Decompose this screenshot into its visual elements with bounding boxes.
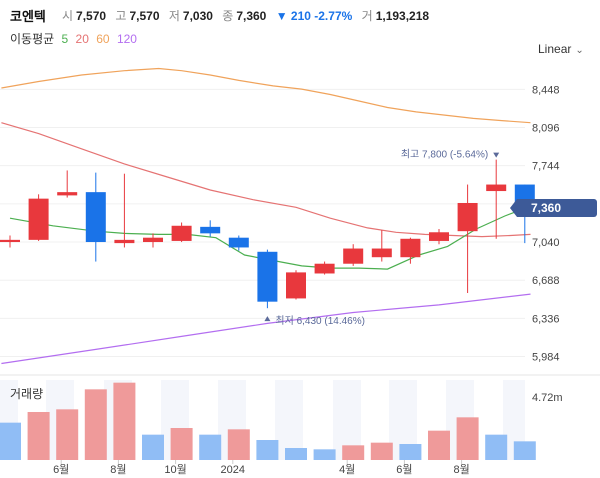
volume-bars: 4.72m bbox=[0, 382, 563, 460]
high-label: 고 bbox=[115, 9, 127, 23]
x-tick-label: 2024 bbox=[221, 464, 245, 476]
candle-body bbox=[114, 239, 135, 244]
ma60-legend[interactable]: 60 bbox=[96, 32, 110, 46]
ma120-line bbox=[1, 293, 531, 365]
stripe-band bbox=[503, 380, 525, 460]
volume-bar bbox=[399, 444, 422, 460]
volume-bar bbox=[56, 409, 79, 460]
change-value: ▼ 210 bbox=[275, 9, 311, 23]
y-tick-label: 7,744 bbox=[532, 161, 560, 173]
x-tick-label: 8월 bbox=[453, 463, 469, 476]
high-annotation: 최고 7,800 (-5.64%) bbox=[401, 149, 488, 161]
y-tick-label: 6,336 bbox=[532, 313, 560, 325]
candle-body bbox=[314, 263, 335, 274]
volume-axis-label: 4.72m bbox=[532, 392, 563, 404]
ma20-legend[interactable]: 20 bbox=[75, 32, 89, 46]
scale-toggle-button[interactable]: Linear ⌄ bbox=[538, 42, 584, 56]
candle-body bbox=[429, 232, 449, 241]
volume-value: 1,193,218 bbox=[375, 9, 430, 23]
candle-body bbox=[486, 184, 507, 192]
annotations: 최고 7,800 (-5.64%) 최저 6,430 (14.46%) bbox=[264, 149, 500, 327]
volume-bar bbox=[170, 428, 193, 460]
x-tick-label: 6월 bbox=[53, 463, 69, 476]
volume-bar bbox=[513, 441, 536, 460]
candle-body bbox=[457, 202, 478, 232]
low-label: 저 bbox=[168, 9, 180, 23]
candle-body bbox=[85, 192, 106, 243]
high-marker-icon bbox=[493, 152, 500, 158]
chevron-down-icon: ⌄ bbox=[575, 45, 584, 56]
x-tick-label: 4월 bbox=[339, 463, 355, 476]
volume-bar bbox=[199, 434, 222, 460]
y-tick-label: 8,448 bbox=[532, 84, 560, 96]
stripe-band bbox=[275, 380, 303, 460]
volume-bar bbox=[27, 412, 50, 460]
y-tick-label: 7,040 bbox=[532, 237, 560, 249]
volume-bar bbox=[456, 417, 479, 460]
x-tick-label: 6월 bbox=[396, 463, 412, 476]
y-tick-label: 5,984 bbox=[532, 352, 560, 364]
current-price-badge: 7,360 bbox=[510, 199, 597, 217]
volume-label: 거 bbox=[361, 9, 373, 23]
high-value: 7,570 bbox=[129, 9, 160, 23]
change-percent: -2.77% bbox=[314, 9, 353, 23]
y-tick-label: 6,688 bbox=[532, 275, 560, 287]
volume-bar bbox=[342, 445, 365, 460]
candle-body bbox=[200, 226, 221, 234]
time-axis: 6월 8월 10월 2024 4월 6월 8월 bbox=[53, 460, 470, 476]
volume-bar bbox=[428, 430, 450, 460]
volume-bar bbox=[227, 429, 250, 460]
candle-body bbox=[286, 272, 306, 299]
volume-bar bbox=[142, 434, 164, 460]
candle-body bbox=[0, 239, 20, 243]
ma5-line bbox=[9, 205, 531, 270]
ma60-line bbox=[1, 67, 531, 124]
low-annotation: 최저 6,430 (14.46%) bbox=[275, 315, 365, 327]
candle-body bbox=[143, 237, 163, 243]
volume-bar bbox=[84, 389, 107, 460]
volume-bar bbox=[113, 382, 136, 460]
candlesticks bbox=[0, 159, 535, 309]
candle-body bbox=[371, 248, 392, 258]
volume-bar bbox=[370, 442, 393, 460]
close-value: 7,360 bbox=[236, 9, 267, 23]
volume-bar bbox=[0, 422, 21, 460]
open-label: 시 bbox=[62, 9, 74, 23]
low-value: 7,030 bbox=[182, 9, 213, 23]
volume-bar bbox=[485, 434, 508, 460]
volume-bar bbox=[313, 449, 336, 460]
candle-body bbox=[57, 192, 78, 196]
ohlc-summary: 시 7,570 고 7,570 저 7,030 종 7,360 ▼ 210 -2.77%… bbox=[62, 7, 435, 24]
volume-bar bbox=[285, 448, 307, 460]
y-tick-label: 8,096 bbox=[532, 123, 560, 135]
ma-legend: 이동평균 5 20 60 120 bbox=[10, 30, 137, 47]
ma20-line bbox=[1, 122, 531, 238]
stock-name[interactable]: 코엔텍 bbox=[10, 9, 46, 24]
scale-label: Linear bbox=[538, 42, 572, 56]
price-axis: 5,984 6,336 6,688 7,040 7,744 8,096 8,448 bbox=[517, 84, 560, 364]
x-tick-label: 10월 bbox=[164, 463, 186, 476]
ma120-legend[interactable]: 120 bbox=[116, 32, 137, 46]
header: 코엔텍 시 7,570 고 7,570 저 7,030 종 7,360 ▼ 210 -2… bbox=[0, 0, 600, 26]
candle-body bbox=[171, 225, 192, 241]
candle-body bbox=[228, 237, 249, 248]
volume-bar bbox=[256, 440, 279, 460]
close-label: 종 bbox=[222, 9, 234, 23]
candle-body bbox=[257, 251, 278, 302]
ma5-legend[interactable]: 5 bbox=[61, 32, 69, 46]
candle-body bbox=[28, 198, 49, 240]
ma-legend-title: 이동평균 bbox=[10, 32, 55, 46]
candle-body bbox=[400, 238, 421, 258]
volume-title: 거래량 bbox=[10, 387, 44, 401]
low-marker-icon bbox=[264, 316, 271, 322]
candle-body bbox=[343, 248, 364, 264]
x-tick-label: 8월 bbox=[110, 463, 126, 476]
open-value: 7,570 bbox=[76, 9, 107, 23]
